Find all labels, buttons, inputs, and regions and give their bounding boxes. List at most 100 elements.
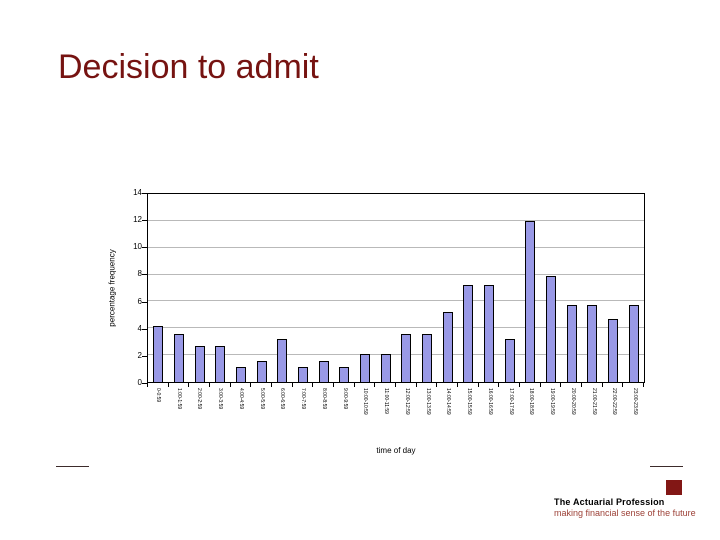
x-tick-label: 23:00-23:59 xyxy=(632,388,639,415)
bar-23:00-23:59 xyxy=(628,305,639,382)
x-tick-label: 4:00-4:59 xyxy=(237,388,244,410)
y-tick xyxy=(142,220,147,222)
bar-4:00-4:59 xyxy=(236,367,246,382)
y-tick-label: 8 xyxy=(137,269,142,279)
x-tick xyxy=(436,383,438,387)
x-tick xyxy=(250,383,252,387)
bar-1:00-1:59 xyxy=(174,333,184,382)
bar-6:00-6:59 xyxy=(277,339,288,382)
y-tick-label: 14 xyxy=(133,188,142,197)
x-tick-label: 2:00-2:59 xyxy=(196,388,203,410)
footer-line-right xyxy=(650,466,683,467)
bar-17:00-17:59 xyxy=(504,339,515,382)
x-tick xyxy=(415,383,417,387)
slide-title: Decision to admit xyxy=(58,48,319,86)
bar-21:00-21:59 xyxy=(587,305,598,382)
y-tick xyxy=(142,247,147,249)
x-tick-label: 9:00-9:59 xyxy=(341,388,348,410)
y-tick xyxy=(142,193,147,194)
gridline xyxy=(148,273,644,275)
bar-22:00-22:59 xyxy=(608,318,618,382)
x-tick-label: 3:00-3:59 xyxy=(217,388,224,410)
gridline xyxy=(148,246,644,248)
bar-20:00-20:59 xyxy=(566,305,577,382)
x-tick xyxy=(167,383,169,387)
y-tick xyxy=(142,383,147,384)
x-tick xyxy=(519,383,520,387)
x-tick-label: 12:00-12:59 xyxy=(403,388,410,415)
x-tick-label: 22:00-22:59 xyxy=(611,388,618,415)
x-tick xyxy=(312,383,314,387)
x-tick-label: 8:00-8:59 xyxy=(320,388,327,410)
bar-0-0:59 xyxy=(153,325,164,382)
y-tick-label: 4 xyxy=(137,323,142,333)
bar-9:00-9:59 xyxy=(339,367,350,382)
x-tick-label: 16:00-16:59 xyxy=(486,388,493,415)
x-tick xyxy=(601,383,603,387)
bar-19:00-19:59 xyxy=(546,275,556,382)
x-axis-labels: 0-0:59 1:00-1:59 2:00-2:59 3:00-3:59 4:00-4:… xyxy=(147,387,645,445)
bar-16:00-16:59 xyxy=(484,285,494,382)
x-tick xyxy=(353,383,355,387)
y-tick-label: 0 xyxy=(137,378,142,387)
x-tick-label: 19:00-19:59 xyxy=(549,388,556,415)
x-tick xyxy=(395,383,396,387)
x-tick xyxy=(477,383,479,387)
x-tick xyxy=(643,383,644,387)
x-tick-label: 13:00-13:59 xyxy=(424,388,431,415)
y-tick-label: 2 xyxy=(137,350,142,360)
y-tick-label: 12 xyxy=(133,215,142,225)
bar-3:00-3:59 xyxy=(215,345,226,382)
x-axis-ticks xyxy=(147,383,645,387)
plot-area xyxy=(147,193,645,383)
bar-7:00-7:59 xyxy=(298,367,308,382)
x-tick xyxy=(622,383,624,387)
bar-13:00-13:59 xyxy=(422,333,432,382)
x-tick xyxy=(498,383,500,387)
x-tick-label: 0-0:59 xyxy=(154,388,161,403)
x-tick-label: 20:00-20:59 xyxy=(569,388,576,415)
x-tick xyxy=(333,383,334,387)
bar-10:00-10:59 xyxy=(360,353,370,382)
actuarial-profession-logo: The Actuarial Profession making financia… xyxy=(553,480,696,520)
x-tick-label: 1:00-1:59 xyxy=(175,388,182,410)
x-tick-label: 21:00-21:59 xyxy=(590,388,597,415)
x-tick xyxy=(539,383,541,387)
bar-5:00-5:59 xyxy=(256,360,267,382)
x-tick-label: 5:00-5:59 xyxy=(258,388,265,410)
x-tick xyxy=(188,383,190,387)
y-axis-labels: 0 2 4 6 8 10 12 14 xyxy=(116,188,142,387)
gridline xyxy=(148,327,644,329)
x-tick-label: 11:00-11:59 xyxy=(383,388,390,414)
x-tick-label: 15:00-15:59 xyxy=(466,388,473,415)
gridline xyxy=(148,354,644,356)
logo-square-icon xyxy=(666,480,682,495)
x-tick-label: 7:00-7:59 xyxy=(300,388,307,410)
x-tick xyxy=(457,383,458,387)
gridline xyxy=(148,300,644,302)
y-axis-ticks xyxy=(142,193,147,384)
x-tick-label: 14:00-14:59 xyxy=(445,388,452,415)
y-tick xyxy=(142,301,147,303)
x-tick xyxy=(209,383,210,387)
bar-15:00-15:59 xyxy=(463,285,474,382)
gridline xyxy=(148,219,644,221)
bar-14:00-14:59 xyxy=(442,312,453,382)
footer-line-left xyxy=(56,466,89,467)
y-tick-label: 10 xyxy=(133,242,142,252)
x-tick xyxy=(271,383,272,387)
bar-18:00-18:59 xyxy=(525,220,536,382)
bar-12:00-12:59 xyxy=(401,333,412,382)
bar-11:00-11:59 xyxy=(380,353,391,382)
bar-8:00-8:59 xyxy=(318,360,329,382)
x-tick-label: 10:00-10:59 xyxy=(362,388,369,415)
y-tick-label: 6 xyxy=(137,296,142,306)
x-tick xyxy=(581,383,582,387)
x-tick xyxy=(291,383,293,387)
x-tick xyxy=(147,383,148,387)
x-tick-label: 17:00-17:59 xyxy=(507,388,514,415)
x-tick-label: 6:00-6:59 xyxy=(279,388,286,410)
x-tick xyxy=(229,383,231,387)
x-axis-title: time of day xyxy=(376,446,416,455)
